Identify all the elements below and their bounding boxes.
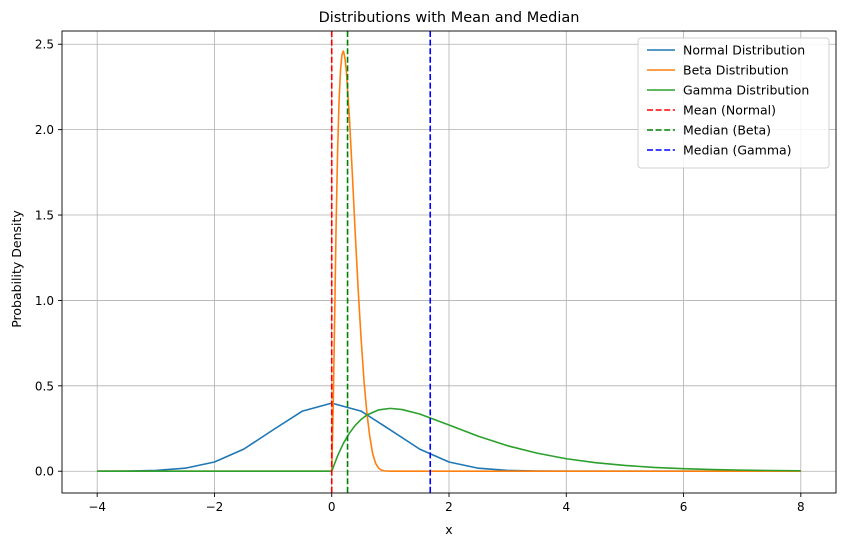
x-tick-label: 8	[797, 500, 805, 514]
x-tick-label: −4	[88, 500, 106, 514]
chart-title: Distributions with Mean and Median	[319, 10, 580, 26]
y-tick-label: 2.0	[35, 123, 54, 137]
y-tick-label: 0.5	[35, 379, 54, 393]
y-tick-label: 1.0	[35, 294, 54, 308]
x-tick-label: 0	[328, 500, 336, 514]
x-tick-label: 6	[680, 500, 688, 514]
x-tick-label: 2	[445, 500, 453, 514]
legend-label: Mean (Normal)	[683, 103, 776, 118]
y-tick-label: 1.5	[35, 209, 54, 223]
legend-label: Beta Distribution	[683, 63, 789, 78]
x-axis-label: x	[445, 522, 452, 537]
legend-label: Median (Gamma)	[683, 143, 792, 158]
plot-series	[97, 31, 801, 493]
x-tick-label: −2	[206, 500, 224, 514]
y-axis-label: Probability Density	[9, 210, 24, 328]
legend-label: Median (Beta)	[683, 123, 771, 138]
axes: −4 −2 0 2 4 6 8 0.0 0.5 1.0 1.5 2.0 2.5	[35, 30, 837, 514]
y-tick-label: 2.5	[35, 38, 54, 52]
legend: Normal Distribution Beta Distribution Gamm…	[637, 37, 830, 169]
legend-box	[637, 37, 830, 169]
series-line-1	[97, 50, 801, 473]
legend-label: Normal Distribution	[683, 43, 805, 58]
y-tick-label: 0.0	[35, 465, 54, 479]
legend-label: Gamma Distribution	[683, 83, 809, 98]
x-tick-label: 4	[562, 500, 570, 514]
series-line-2	[97, 407, 801, 473]
